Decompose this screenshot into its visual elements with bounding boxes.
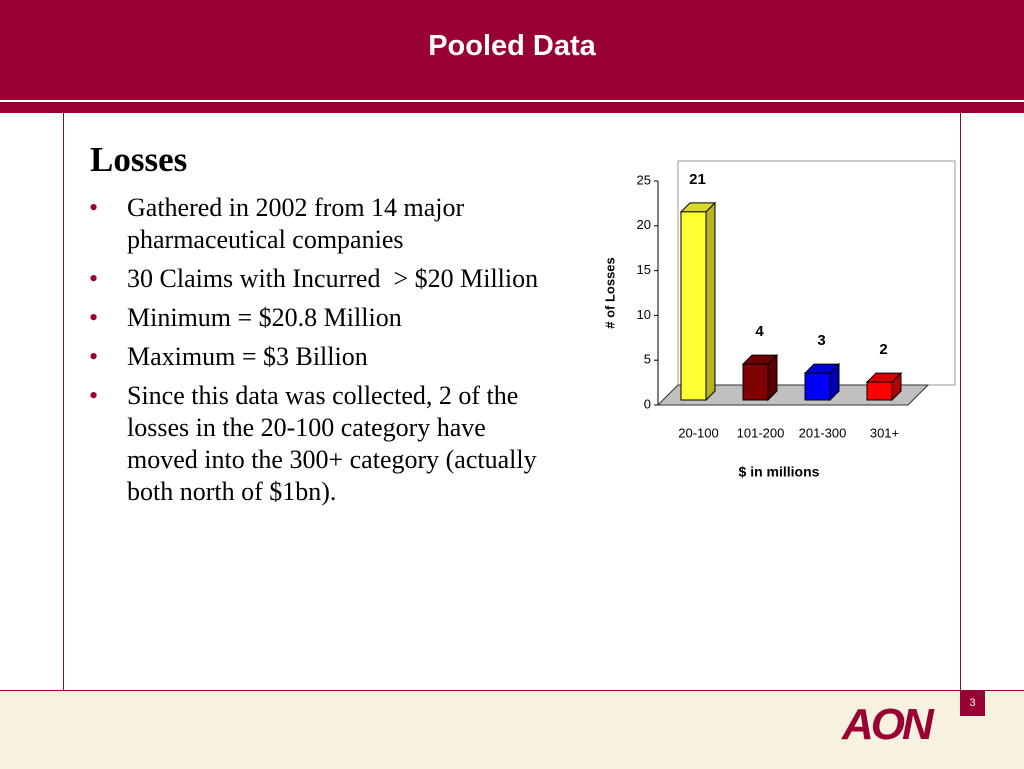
header-line (0, 102, 1024, 113)
header-band (0, 0, 1024, 100)
bar (680, 211, 707, 401)
bullet-list: Gathered in 2002 from 14 major pharmaceu… (89, 192, 559, 515)
slide-title: Pooled Data (428, 30, 596, 62)
y-tick-label: 0 (644, 396, 651, 411)
y-tick-label: 15 (637, 262, 651, 277)
footer (0, 690, 1024, 769)
x-tick-label: 101-200 (737, 425, 785, 440)
floor (656, 384, 930, 406)
x-tick-label: 301+ (870, 425, 899, 440)
bar (742, 363, 769, 401)
page-number: 3 (960, 691, 985, 716)
left-rule (63, 113, 64, 768)
bullet: Minimum = $20.8 Million (89, 302, 559, 334)
data-label: 4 (755, 323, 764, 340)
y-tick-label: 10 (637, 307, 651, 322)
bullet: Maximum = $3 Billion (89, 341, 559, 373)
logo: AON (842, 700, 934, 749)
data-label: 21 (689, 171, 706, 188)
x-axis-label: $ in millions (739, 464, 820, 480)
bar (804, 372, 831, 401)
bullet: 30 Claims with Incurred > $20 Million (89, 263, 559, 295)
data-label: 2 (879, 341, 887, 358)
plot-frame (677, 160, 956, 386)
y-tick-label: 5 (644, 352, 651, 367)
bar-side (705, 201, 716, 402)
heading: Losses (90, 140, 188, 179)
right-rule (960, 113, 961, 768)
y-tick-label: 20 (637, 217, 651, 232)
bullet: Gathered in 2002 from 14 major pharmaceu… (89, 192, 559, 256)
back-wall (657, 161, 679, 406)
bullet: Since this data was collected, 2 of the … (89, 380, 559, 508)
y-tick-label: 25 (637, 172, 651, 187)
bar (866, 381, 893, 401)
data-label: 3 (817, 332, 825, 349)
x-tick-label: 20-100 (678, 425, 718, 440)
x-tick-label: 201-300 (799, 425, 847, 440)
y-axis-label: # of Losses (602, 257, 617, 329)
